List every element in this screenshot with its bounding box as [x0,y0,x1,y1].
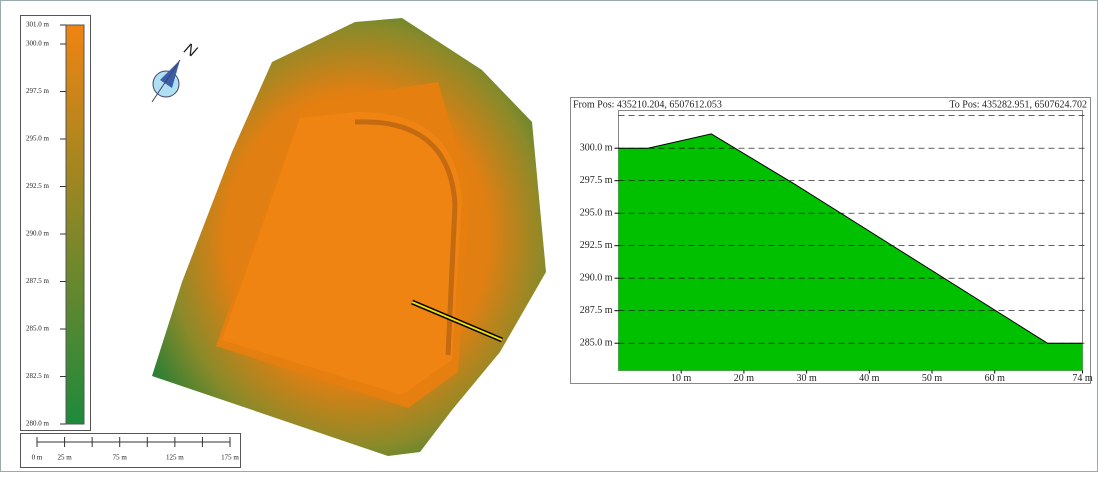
x-tick-label: 10 m [671,373,692,384]
y-tick-label: 297.5 m [580,175,613,186]
x-tick-label: 20 m [734,373,755,384]
scale-label: 175 m [221,454,239,462]
legend-label: 292.5 m [26,182,50,190]
y-tick-label: 285.0 m [580,337,613,348]
viewer: N From Pos: 435210.204, 6507612.053 To P… [0,0,1098,472]
y-tick-label: 300.0 m [580,142,613,153]
legend-label: 297.5 m [26,87,50,95]
legend-label: 290.0 m [26,230,50,238]
legend-label: 295.0 m [26,135,50,143]
x-tick-label: 40 m [859,373,880,384]
scale-label: 75 m [113,454,128,462]
y-tick-label: 287.5 m [580,305,613,316]
scale-label: 125 m [166,454,184,462]
scale-box [21,434,241,468]
scale-label: 0 m [32,454,43,462]
y-tick-label: 295.0 m [580,207,613,218]
from-position: From Pos: 435210.204, 6507612.053 [573,99,722,110]
legend-label: 285.0 m [26,325,50,333]
color-ramp [66,25,84,424]
y-tick-label: 292.5 m [580,240,613,251]
legend-label: 287.5 m [26,277,50,285]
legend-label: 301.0 m [26,21,50,29]
to-position: To Pos: 435282.951, 6507624.702 [949,99,1087,110]
legend-label: 300.0 m [26,40,50,48]
x-tick-label: 74 m [1072,373,1093,384]
scale-label: 25 m [57,454,72,462]
x-tick-label: 30 m [796,373,817,384]
legend-label: 282.5 m [26,372,50,380]
x-tick-label: 60 m [985,373,1006,384]
legend-label: 280.0 m [26,420,50,428]
y-tick-label: 290.0 m [580,272,613,283]
x-tick-label: 50 m [922,373,943,384]
